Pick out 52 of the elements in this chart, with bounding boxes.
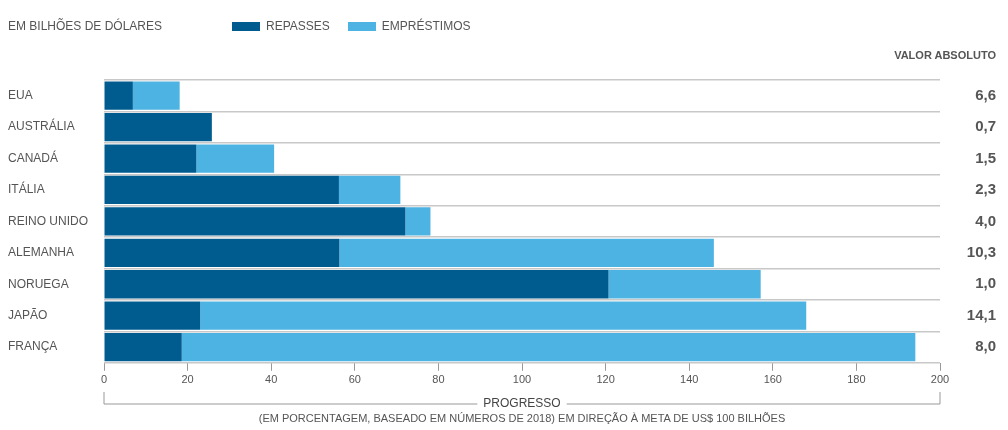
x-tick-label: 20 bbox=[181, 373, 194, 386]
bar bbox=[405, 207, 431, 236]
y-tick-label: ITÁLIA bbox=[8, 181, 45, 197]
bar bbox=[196, 144, 275, 173]
bar bbox=[104, 332, 182, 362]
bar bbox=[104, 207, 406, 236]
text: 8,0 bbox=[975, 337, 996, 355]
text: 2,3 bbox=[975, 180, 996, 198]
text: (EM PORCENTAGEM, BASEADO EM NÚMEROS DE 2018) EM DIREÇÃO À META DE US$ 100 BILHÕES bbox=[258, 412, 786, 425]
text: 10,3 bbox=[966, 242, 996, 260]
y-tick-label: JAPÃO bbox=[8, 307, 48, 322]
bar bbox=[338, 175, 401, 205]
y-tick-label: REINO UNIDO bbox=[8, 213, 89, 228]
y-tick-label: CANADÁ bbox=[8, 149, 59, 165]
bar bbox=[132, 81, 180, 110]
x-axis-title: PROGRESSO bbox=[483, 396, 561, 411]
x-tick-label: 40 bbox=[265, 373, 278, 386]
text: 6,6 bbox=[975, 85, 996, 103]
x-tick-label: 120 bbox=[596, 373, 615, 386]
legend-label: EMPRÉSTIMOS bbox=[381, 19, 471, 33]
chart-subtitle: EM BILHÕES DE DÓLARES bbox=[8, 19, 163, 33]
y-tick-label: AUSTRÁLIA bbox=[8, 118, 75, 134]
bar bbox=[104, 270, 609, 299]
y-tick-label: ALEMANHA bbox=[8, 245, 75, 260]
y-tick-label: EUA bbox=[8, 88, 33, 103]
text: 1,5 bbox=[975, 148, 996, 166]
y-tick-label: NORUEGA bbox=[8, 276, 69, 291]
bar bbox=[104, 144, 197, 173]
text: 14,1 bbox=[966, 305, 996, 323]
text: VALOR ABSOLUTO bbox=[894, 49, 997, 62]
y-tick-label: FRANÇA bbox=[8, 339, 58, 354]
text: 1,0 bbox=[975, 274, 996, 292]
x-tick-label: 100 bbox=[512, 373, 532, 386]
legend-label: REPASSES bbox=[266, 19, 330, 33]
x-tick-label: 200 bbox=[930, 373, 950, 386]
x-tick-label: 0 bbox=[100, 373, 108, 386]
bar bbox=[200, 301, 807, 330]
bar bbox=[339, 238, 714, 267]
text: 0,7 bbox=[975, 117, 996, 135]
bar bbox=[104, 112, 212, 142]
bar bbox=[104, 175, 339, 205]
bar bbox=[608, 270, 761, 299]
bar bbox=[181, 332, 916, 362]
bar bbox=[104, 238, 340, 267]
bar bbox=[104, 81, 133, 110]
x-tick-label: 180 bbox=[847, 373, 866, 386]
x-tick-label: 80 bbox=[432, 373, 445, 386]
bar bbox=[104, 301, 201, 330]
x-tick-label: 60 bbox=[348, 373, 361, 386]
x-tick-label: 140 bbox=[680, 373, 699, 386]
text: 4,0 bbox=[975, 211, 996, 229]
x-tick-label: 160 bbox=[763, 373, 782, 386]
